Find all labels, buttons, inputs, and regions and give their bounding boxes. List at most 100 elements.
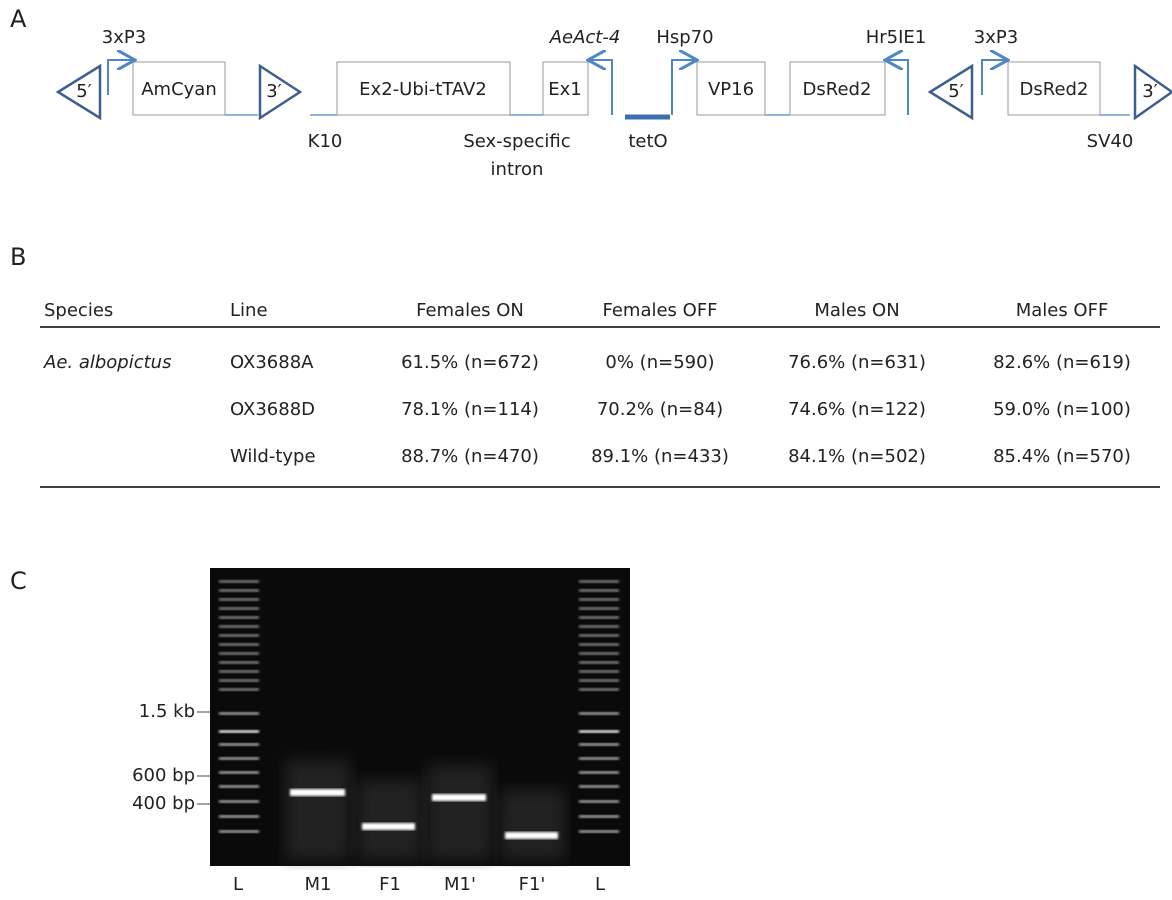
box-label: Ex1	[548, 79, 581, 100]
table-cell: 78.1% (n=114)	[401, 399, 539, 420]
ladder-band	[219, 757, 259, 760]
lane-label: M1	[305, 874, 332, 895]
ladder-band	[219, 771, 259, 774]
feature-label: Sex-specific	[463, 131, 570, 152]
panel-label: B	[10, 243, 26, 271]
ladder-band	[219, 589, 259, 592]
header-cell: Line	[230, 300, 268, 321]
ladder-band	[579, 830, 619, 833]
box-label: VP16	[708, 79, 754, 100]
ladder-band	[579, 785, 619, 788]
ladder-band	[219, 580, 259, 583]
gel-band	[432, 794, 486, 801]
ladder-band	[579, 580, 619, 583]
ladder-band	[219, 730, 259, 733]
feature-label: K10	[308, 131, 343, 152]
ladder-band	[579, 771, 619, 774]
ladder-band	[219, 830, 259, 833]
table-cell: 74.6% (n=122)	[788, 399, 926, 420]
ladder-band	[579, 688, 619, 691]
table-cell: 76.6% (n=631)	[788, 352, 926, 373]
gel-band	[505, 832, 558, 839]
smear	[285, 760, 350, 860]
promoter-arrow	[982, 60, 1006, 95]
ladder-band	[219, 712, 259, 715]
box-label: DsRed2	[803, 79, 872, 100]
promoter-label: Hsp70	[656, 27, 713, 48]
promoter-label: AeAct-4	[549, 27, 621, 48]
lane-label: F1'	[519, 874, 546, 895]
ladder-band	[579, 815, 619, 818]
ladder-band	[219, 815, 259, 818]
table-cell: 85.4% (n=570)	[993, 446, 1131, 467]
ladder-band	[219, 598, 259, 601]
table-cell: 82.6% (n=619)	[993, 352, 1131, 373]
ladder-band	[219, 652, 259, 655]
table-cell: Wild-type	[230, 446, 316, 467]
header-cell: Species	[44, 300, 113, 321]
smear	[500, 790, 565, 860]
promoter-label: 3xP3	[102, 27, 146, 48]
end-label: 3′	[266, 81, 282, 102]
ladder-band	[579, 661, 619, 664]
size-label: 600 bp	[132, 765, 195, 786]
size-label: 400 bp	[132, 793, 195, 814]
panel-label: A	[10, 5, 27, 33]
ladder-band	[219, 800, 259, 803]
ladder-band	[219, 679, 259, 682]
ladder-band	[579, 800, 619, 803]
ladder-band	[579, 670, 619, 673]
feature-label: intron	[491, 159, 544, 180]
table-cell: 61.5% (n=672)	[401, 352, 539, 373]
ladder-band	[219, 643, 259, 646]
species-cell: Ae. albopictus	[43, 352, 171, 373]
ladder-band	[579, 634, 619, 637]
ladder-band	[579, 743, 619, 746]
feature-label: SV40	[1087, 131, 1134, 152]
box-label: Ex2-Ubi-tTAV2	[359, 79, 487, 100]
smear	[357, 780, 422, 860]
ladder-band	[579, 616, 619, 619]
ladder-band	[219, 785, 259, 788]
ladder-band	[579, 607, 619, 610]
ladder-band	[219, 688, 259, 691]
ladder-band	[579, 712, 619, 715]
ladder-band	[579, 598, 619, 601]
table-cell: 89.1% (n=433)	[591, 446, 729, 467]
header-cell: Females OFF	[602, 300, 717, 321]
table-cell: 0% (n=590)	[605, 352, 714, 373]
table-cell: 59.0% (n=100)	[993, 399, 1131, 420]
header-cell: Males OFF	[1016, 300, 1109, 321]
table-cell: 70.2% (n=84)	[597, 399, 723, 420]
lane-label: L	[233, 874, 243, 895]
smear	[427, 765, 492, 860]
ladder-band	[219, 616, 259, 619]
ladder-band	[579, 679, 619, 682]
table-cell: OX3688A	[230, 352, 314, 373]
ladder-band	[579, 652, 619, 655]
ladder-band	[219, 625, 259, 628]
lane-label: L	[595, 874, 605, 895]
figure: A 5′ 3′ 5′ 3′ AmCyan Ex2-Ubi-tTAV2 Ex1 V…	[0, 0, 1172, 900]
end-label: 5′	[948, 81, 964, 102]
lane-label: F1	[379, 874, 401, 895]
promoter-arrow	[887, 60, 908, 115]
feature-label: tetO	[628, 131, 667, 152]
header-cell: Females ON	[416, 300, 524, 321]
gel-band	[290, 789, 345, 796]
end-label: 5′	[76, 81, 92, 102]
lane-label: M1'	[444, 874, 476, 895]
ladder-band	[219, 607, 259, 610]
header-cell: Males ON	[814, 300, 899, 321]
gel-band	[362, 823, 415, 830]
table-cell: 88.7% (n=470)	[401, 446, 539, 467]
end-label: 3′	[1142, 81, 1158, 102]
promoter-label: 3xP3	[974, 27, 1018, 48]
panel-label: C	[10, 567, 27, 595]
promoter-arrow	[672, 60, 695, 115]
size-label: 1.5 kb	[139, 701, 195, 722]
ladder-band	[579, 757, 619, 760]
promoter-arrow	[590, 60, 612, 115]
table-cell: OX3688D	[230, 399, 315, 420]
ladder-band	[579, 730, 619, 733]
